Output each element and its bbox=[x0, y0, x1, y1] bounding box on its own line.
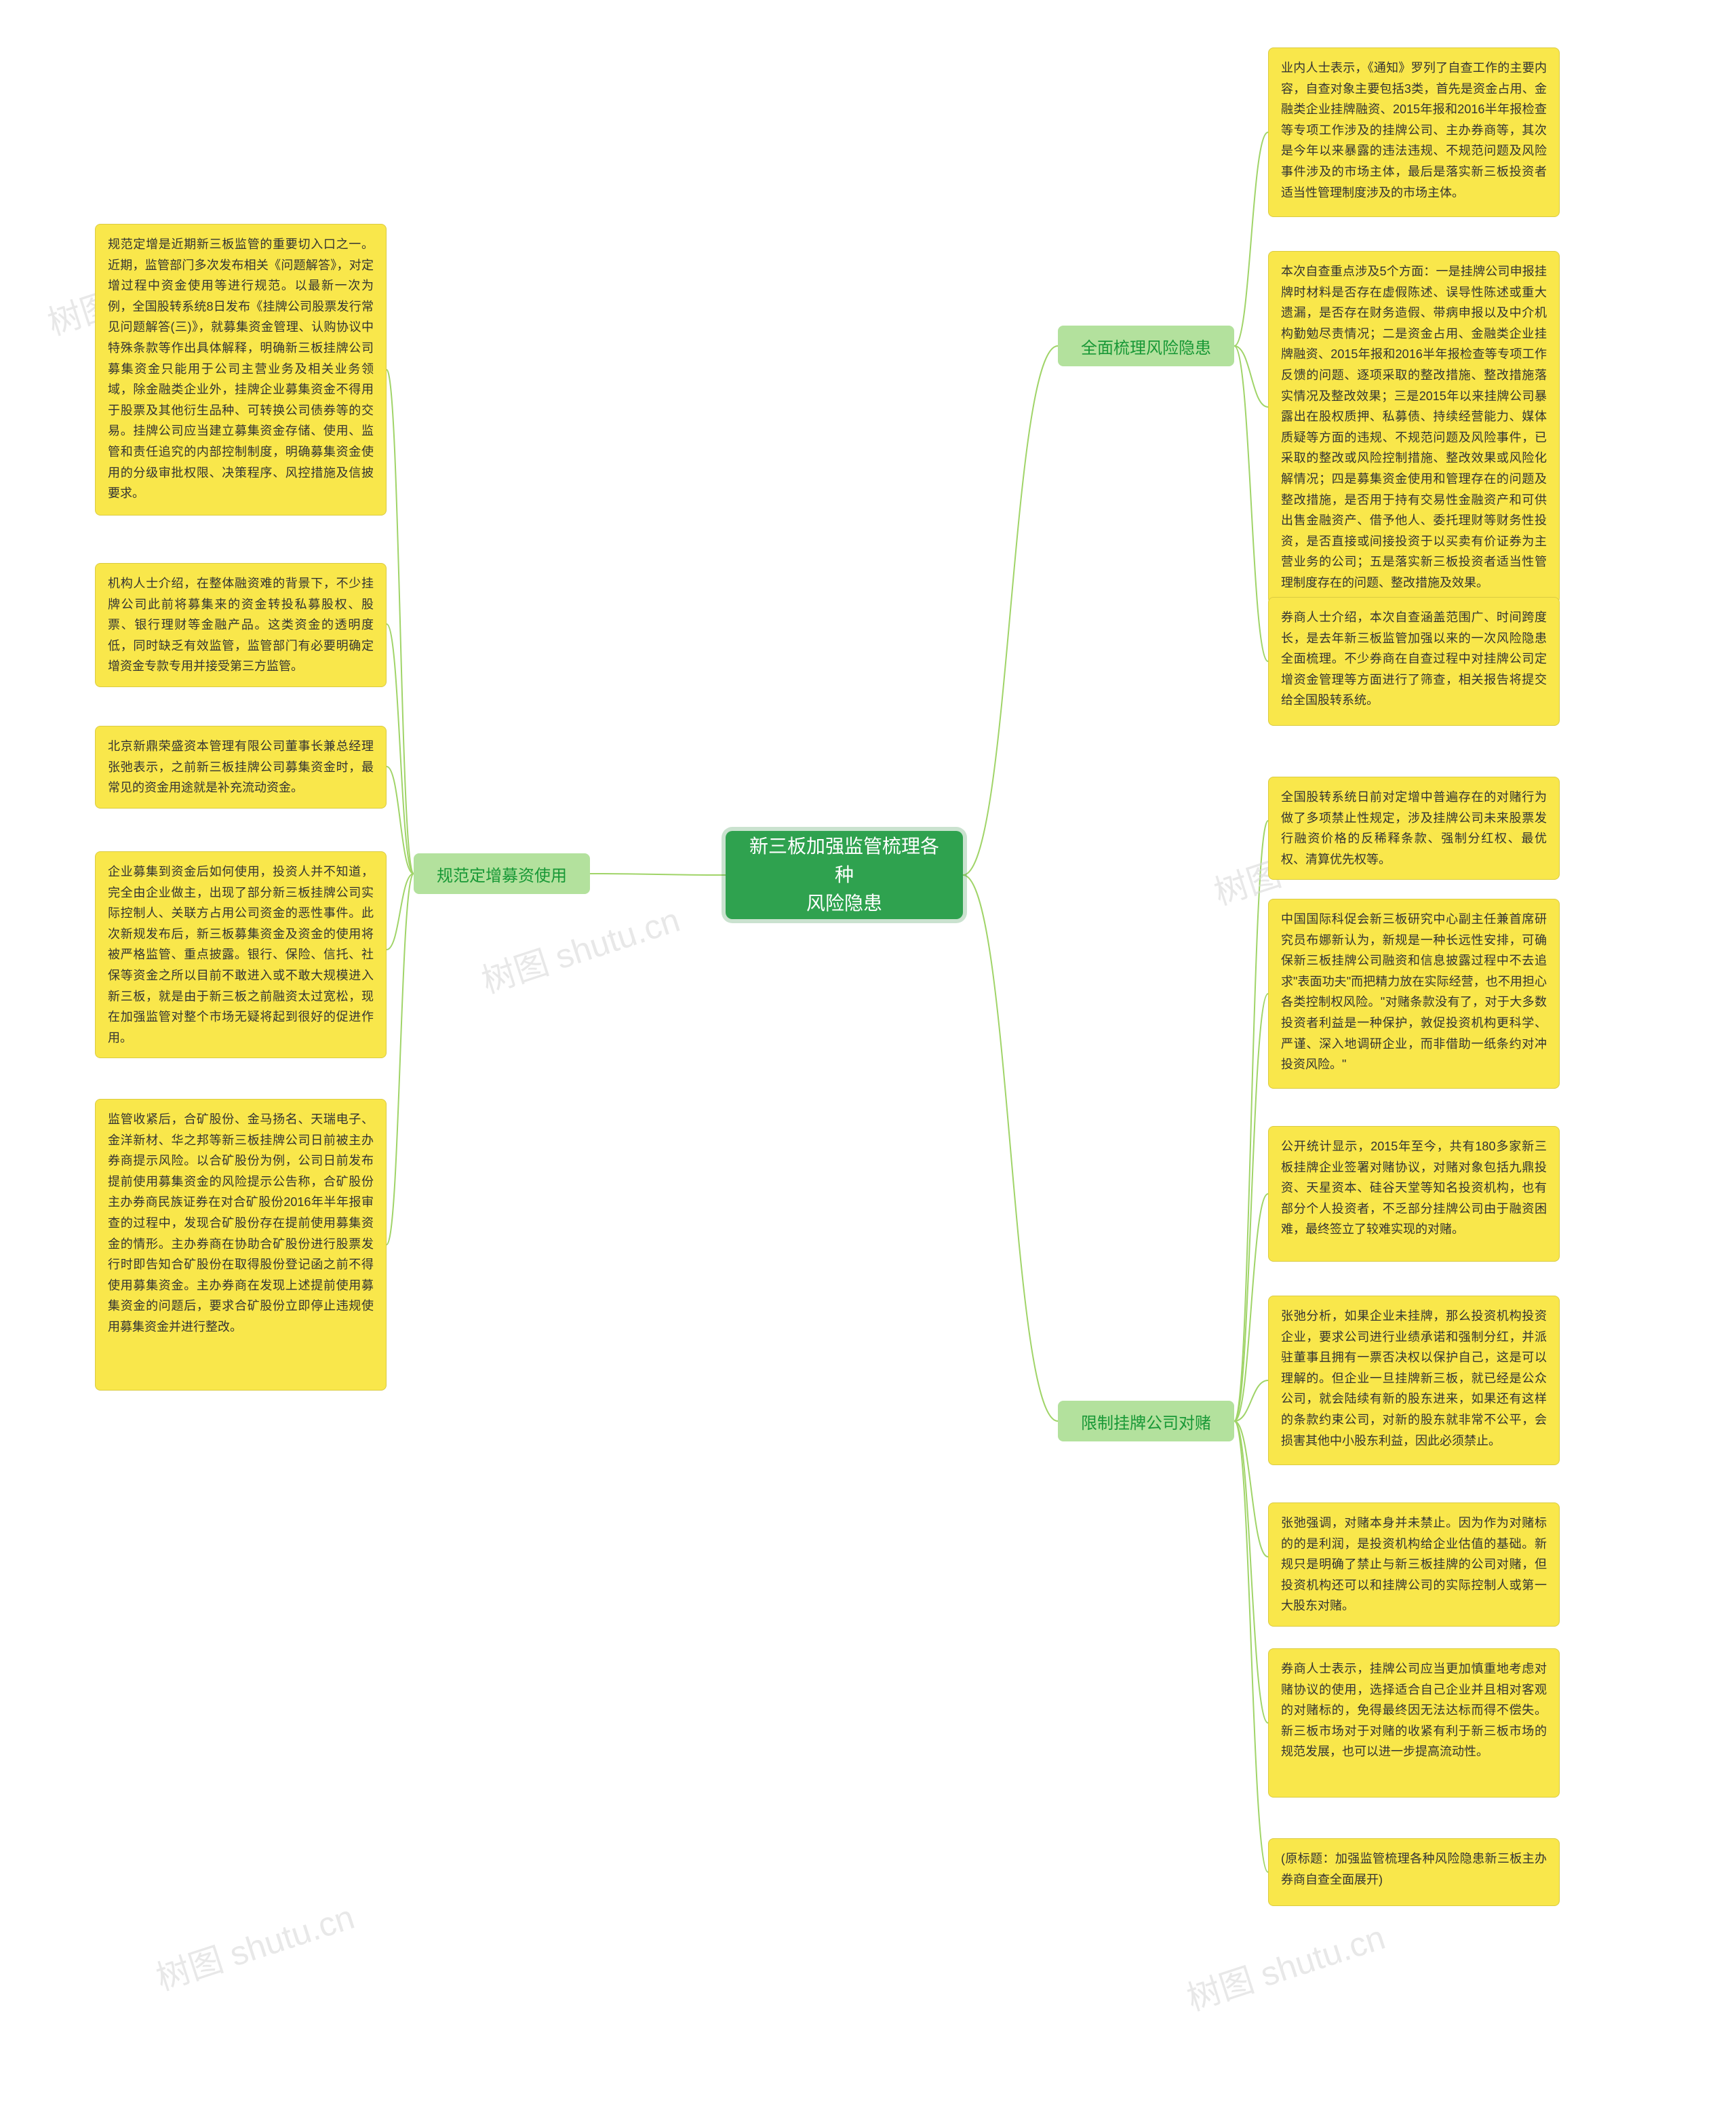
leaf-node[interactable]: 公开统计显示，2015年至今，共有180多家新三板挂牌企业签署对赌协议，对赌对象… bbox=[1268, 1126, 1560, 1262]
branch-node[interactable]: 规范定增募资使用 bbox=[414, 853, 590, 894]
leaf-node[interactable]: 机构人士介绍，在整体融资难的背景下，不少挂牌公司此前将募集来的资金转投私募股权、… bbox=[95, 563, 387, 687]
mindmap-canvas: 树图 shutu.cn树图 shutu.cn树图 shutu.cn树图 shut… bbox=[0, 0, 1736, 2115]
watermark: 树图 shutu.cn bbox=[475, 893, 685, 1003]
leaf-node[interactable]: 监管收紧后，合矿股份、金马扬名、天瑞电子、金洋新材、华之邦等新三板挂牌公司日前被… bbox=[95, 1099, 387, 1391]
leaf-node[interactable]: 企业募集到资金后如何使用，投资人并不知道，完全由企业做主，出现了部分新三板挂牌公… bbox=[95, 851, 387, 1058]
leaf-node[interactable]: 规范定增是近期新三板监管的重要切入口之一。近期，监管部门多次发布相关《问题解答》… bbox=[95, 224, 387, 516]
leaf-node[interactable]: 全国股转系统日前对定增中普遍存在的对赌行为做了多项禁止性规定，涉及挂牌公司未来股… bbox=[1268, 777, 1560, 880]
leaf-node[interactable]: 中国国际科促会新三板研究中心副主任兼首席研究员布娜新认为，新规是一种长远性安排，… bbox=[1268, 899, 1560, 1089]
leaf-node[interactable]: 本次自查重点涉及5个方面：一是挂牌公司申报挂牌时材料是否存在虚假陈述、误导性陈述… bbox=[1268, 251, 1560, 604]
branch-node[interactable]: 限制挂牌公司对赌 bbox=[1058, 1401, 1234, 1441]
leaf-node[interactable]: 北京新鼎荣盛资本管理有限公司董事长兼总经理张弛表示，之前新三板挂牌公司募集资金时… bbox=[95, 726, 387, 809]
leaf-node[interactable]: 券商人士介绍，本次自查涵盖范围广、时间跨度长，是去年新三板监管加强以来的一次风险… bbox=[1268, 597, 1560, 726]
watermark: 树图 shutu.cn bbox=[149, 1890, 359, 2000]
leaf-node[interactable]: 券商人士表示，挂牌公司应当更加慎重地考虑对赌协议的使用，选择适合自己企业并且相对… bbox=[1268, 1648, 1560, 1798]
watermark: 树图 shutu.cn bbox=[1180, 1910, 1390, 2020]
center-node[interactable]: 新三板加强监管梳理各种风险隐患 bbox=[726, 831, 963, 919]
leaf-node[interactable]: (原标题：加强监管梳理各种风险隐患新三板主办券商自查全面展开) bbox=[1268, 1838, 1560, 1906]
leaf-node[interactable]: 张弛强调，对赌本身并未禁止。因为作为对赌标的的是利润，是投资机构给企业估值的基础… bbox=[1268, 1502, 1560, 1627]
branch-node[interactable]: 全面梳理风险隐患 bbox=[1058, 326, 1234, 366]
leaf-node[interactable]: 业内人士表示，《通知》罗列了自查工作的主要内容，自查对象主要包括3类，首先是资金… bbox=[1268, 47, 1560, 217]
leaf-node[interactable]: 张弛分析，如果企业未挂牌，那么投资机构投资企业，要求公司进行业绩承诺和强制分红，… bbox=[1268, 1296, 1560, 1465]
